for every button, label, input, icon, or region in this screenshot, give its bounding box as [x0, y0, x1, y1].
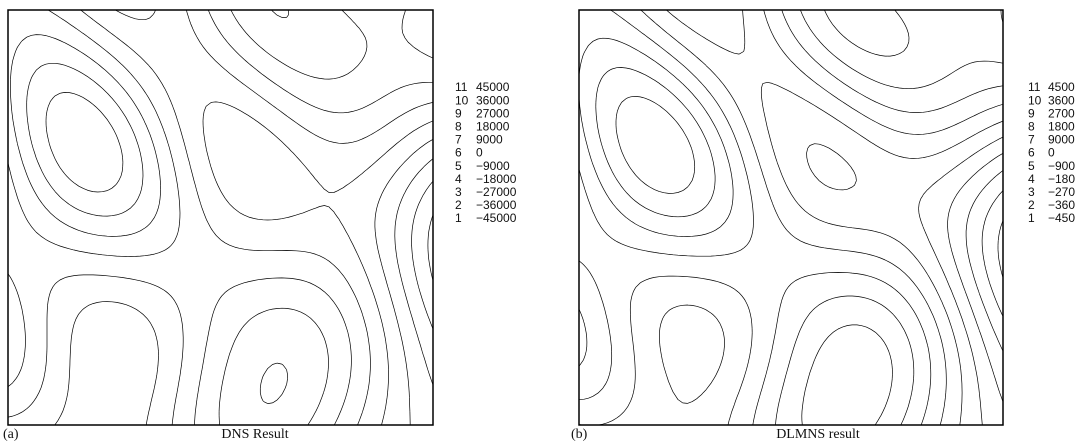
legend-value: 9000	[1048, 133, 1075, 147]
legend-value: 27000	[1048, 106, 1075, 120]
contour-line	[579, 10, 1003, 425]
contour-line	[10, 10, 433, 425]
legend-value: −9000	[1048, 159, 1075, 173]
contour-line	[579, 10, 1003, 425]
panel-title: DNS Result	[221, 427, 288, 442]
contour-line	[55, 10, 433, 425]
legend-level: 4	[455, 172, 462, 186]
legend-level: 1	[1028, 211, 1035, 225]
legend-level: 7	[455, 133, 462, 147]
legend-level: 5	[1028, 159, 1035, 173]
legend-level: 8	[455, 119, 462, 133]
legend-value: −45000	[476, 211, 517, 225]
legend-value: −27000	[1048, 185, 1075, 199]
legend-level: 11	[1028, 80, 1041, 94]
contour-plot	[8, 10, 433, 425]
legend-level: 10	[455, 93, 469, 107]
legend-level: 11	[455, 80, 468, 94]
legend-value: 45000	[476, 80, 510, 94]
contour-line	[8, 10, 433, 425]
plot-frame	[8, 10, 433, 425]
contour-line	[616, 96, 695, 193]
contour-line	[375, 139, 433, 425]
legend-level: 9	[1028, 106, 1035, 120]
legend-value: −27000	[476, 185, 517, 199]
contour-line	[596, 10, 1003, 425]
contour-line	[579, 10, 1003, 425]
legend-value: −18000	[1048, 172, 1075, 186]
legend-level: 4	[1028, 172, 1035, 186]
contour-line	[659, 10, 1003, 425]
legend-level: 2	[1028, 198, 1035, 212]
legend-level: 5	[455, 159, 462, 173]
panel-label: (b)	[571, 427, 588, 442]
contour-line	[8, 10, 433, 425]
legend-value: 18000	[476, 119, 510, 133]
plot-frame	[579, 10, 1003, 425]
legend-value: −18000	[476, 172, 517, 186]
legend-value: 27000	[476, 106, 510, 120]
legend-value: −9000	[476, 159, 510, 173]
legend-value: 0	[1048, 146, 1055, 160]
contour-line	[395, 159, 433, 385]
contour-line	[46, 92, 123, 192]
panel-title: DLMNS result	[776, 427, 860, 442]
legend-value: 18000	[1048, 119, 1075, 133]
contour-line	[982, 191, 1003, 317]
legend-value: 36000	[1048, 93, 1075, 107]
legend-value: −36000	[476, 198, 517, 212]
legend-value: 0	[476, 146, 483, 160]
legend-level: 10	[1028, 93, 1042, 107]
contour-line	[428, 215, 433, 281]
legend-value: 45000	[1048, 80, 1075, 94]
legend-level: 9	[455, 106, 462, 120]
legend-level: 6	[1028, 146, 1035, 160]
legend-level: 7	[1028, 133, 1035, 147]
contour-plot	[579, 10, 1003, 425]
legend-value: −45000	[1048, 211, 1075, 225]
panel-label: (a)	[3, 427, 19, 442]
legend-value: 36000	[476, 93, 510, 107]
legend-level: 3	[1028, 185, 1035, 199]
contour-line	[412, 181, 433, 329]
legend-level: 6	[455, 146, 462, 160]
legend-level: 1	[455, 211, 462, 225]
legend-level: 2	[455, 198, 462, 212]
legend-level: 3	[455, 185, 462, 199]
legend-value: 9000	[476, 133, 503, 147]
contour-line	[948, 153, 1003, 402]
figure: (a) DNS Result (b) DLMNS result 11450001…	[0, 0, 1075, 444]
legend-value: −36000	[1048, 198, 1075, 212]
legend-level: 8	[1028, 119, 1035, 133]
contour-line	[807, 137, 1003, 425]
